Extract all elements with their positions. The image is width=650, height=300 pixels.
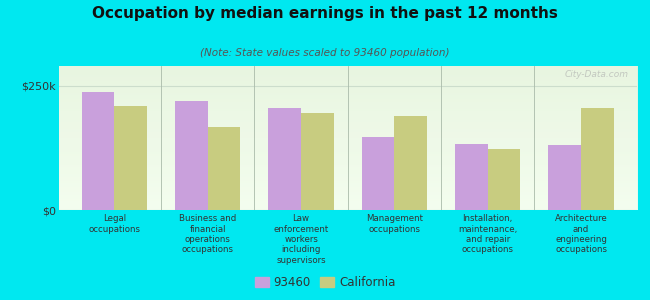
Bar (581, 108, 614, 210)
Bar (82, 92, 114, 210)
Bar (114, 106, 147, 210)
Legend: 93460, California: 93460, California (250, 272, 400, 294)
Bar (208, 127, 240, 210)
Text: (Note: State values scaled to 93460 population): (Note: State values scaled to 93460 popu… (200, 48, 450, 58)
Bar (488, 149, 521, 210)
Bar (395, 116, 427, 210)
Bar (175, 101, 208, 210)
Bar (549, 146, 581, 210)
Text: Occupation by median earnings in the past 12 months: Occupation by median earnings in the pas… (92, 6, 558, 21)
Bar (362, 136, 395, 210)
Bar (301, 113, 333, 210)
Text: City-Data.com: City-Data.com (564, 70, 629, 79)
Bar (455, 144, 488, 210)
Bar (268, 108, 301, 210)
